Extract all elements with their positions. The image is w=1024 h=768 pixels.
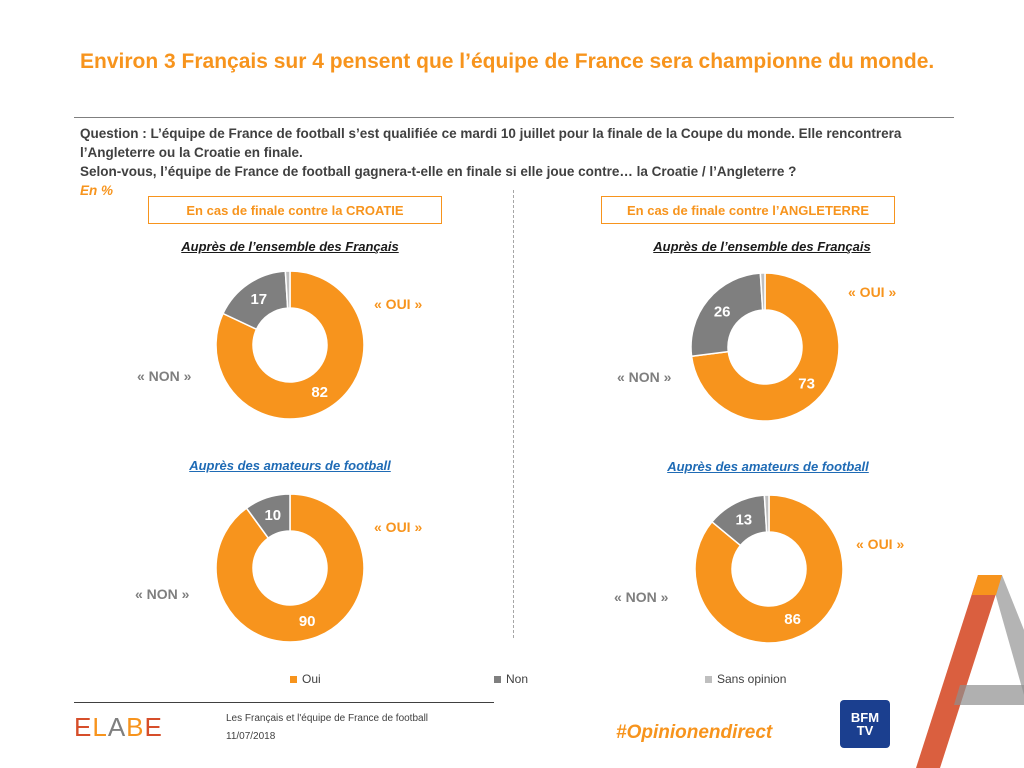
donut-slice-oui	[690, 272, 840, 422]
donut-slice-sans-opinion	[759, 272, 766, 311]
donut-chart-angleterre-amateurs: 86 13	[694, 494, 844, 644]
legend-swatch-oui	[290, 675, 297, 683]
non-label-3: « NON »	[617, 369, 672, 385]
chart-3-title: Auprès de l’ensemble des Français	[653, 239, 871, 254]
legend-label-non: Non	[506, 672, 529, 686]
legend-swatch-non	[494, 675, 501, 683]
footer-date: 11/07/2018	[226, 731, 276, 742]
data-label-oui: 73	[798, 376, 815, 393]
legend-swatch-sans-opinion	[705, 675, 712, 683]
data-label-non: 17	[250, 291, 267, 308]
data-label-non: 26	[714, 304, 731, 321]
panel-header-croatie: En cas de finale contre la CROATIE	[148, 196, 442, 224]
title-divider	[74, 117, 954, 118]
chart-legend: Oui Non Sans opinion	[0, 672, 1024, 688]
bfm-logo-line-1: BFM	[850, 710, 880, 725]
hashtag: #Opinionendirect	[616, 722, 773, 743]
chart-4-title: Auprès des amateurs de football	[667, 459, 869, 474]
bfm-logo-line-2: TV	[856, 723, 874, 738]
logo-letter: L	[92, 712, 108, 742]
legend-item-oui: Oui	[290, 672, 321, 686]
question-line-1: Question : L’équipe de France de footbal…	[80, 126, 902, 141]
donut-slice-sans-opinion	[763, 494, 770, 533]
non-label-2: « NON »	[135, 586, 190, 602]
oui-label-4: « OUI »	[856, 536, 905, 552]
non-label-1: « NON »	[137, 368, 192, 384]
decorative-a-shape	[916, 575, 1024, 768]
donut-chart-angleterre-ensemble: 73 26	[690, 272, 840, 422]
logo-letter: B	[126, 712, 145, 742]
donut-slice-oui	[215, 270, 365, 420]
data-label-non: 13	[735, 512, 752, 529]
donut-slice-oui	[215, 493, 365, 643]
oui-label-3: « OUI »	[848, 284, 897, 300]
donut-chart-croatie-ensemble: 82 17	[215, 270, 365, 420]
oui-label-2: « OUI »	[374, 519, 423, 535]
page-title: Environ 3 Français sur 4 pensent que l’é…	[80, 50, 935, 73]
data-label-oui: 90	[299, 613, 316, 630]
non-label-4: « NON »	[614, 589, 669, 605]
data-label-oui: 82	[311, 384, 328, 401]
logo-letter: E	[74, 712, 93, 742]
legend-item-non: Non	[494, 672, 528, 686]
donut-slice-sans-opinion	[284, 270, 291, 309]
legend-label-sans-opinion: Sans opinion	[717, 672, 787, 686]
question-line-2: l’Angleterre ou la Croatie en finale.	[80, 145, 303, 160]
data-label-non: 10	[264, 507, 281, 524]
donut-slice-oui	[694, 494, 844, 644]
question-line-3: Selon-vous, l’équipe de France de footba…	[80, 164, 797, 179]
unit-label: En %	[80, 183, 114, 198]
chart-2-title: Auprès des amateurs de football	[189, 458, 391, 473]
data-label-oui: 86	[784, 611, 801, 628]
footer-source: Les Français et l'équipe de France de fo…	[226, 713, 429, 724]
footer-divider	[74, 702, 494, 703]
donut-slice-non	[690, 272, 764, 358]
chart-1-title: Auprès de l’ensemble des Français	[181, 239, 399, 254]
bfmtv-logo: BFM TV	[840, 700, 890, 748]
panel-header-angleterre: En cas de finale contre l’ANGLETERRE	[601, 196, 895, 224]
logo-letter: A	[107, 712, 127, 742]
legend-label-oui: Oui	[302, 672, 321, 686]
donut-slice-non	[245, 493, 291, 540]
legend-item-sans-opinion: Sans opinion	[705, 672, 786, 686]
panel-divider	[513, 190, 514, 638]
oui-label-1: « OUI »	[374, 296, 423, 312]
donut-chart-croatie-amateurs: 90 10	[215, 493, 365, 643]
logo-letter: E	[144, 712, 163, 742]
elabe-logo: ELABE	[74, 712, 163, 743]
question-text: Question : L’équipe de France de footbal…	[80, 124, 940, 200]
